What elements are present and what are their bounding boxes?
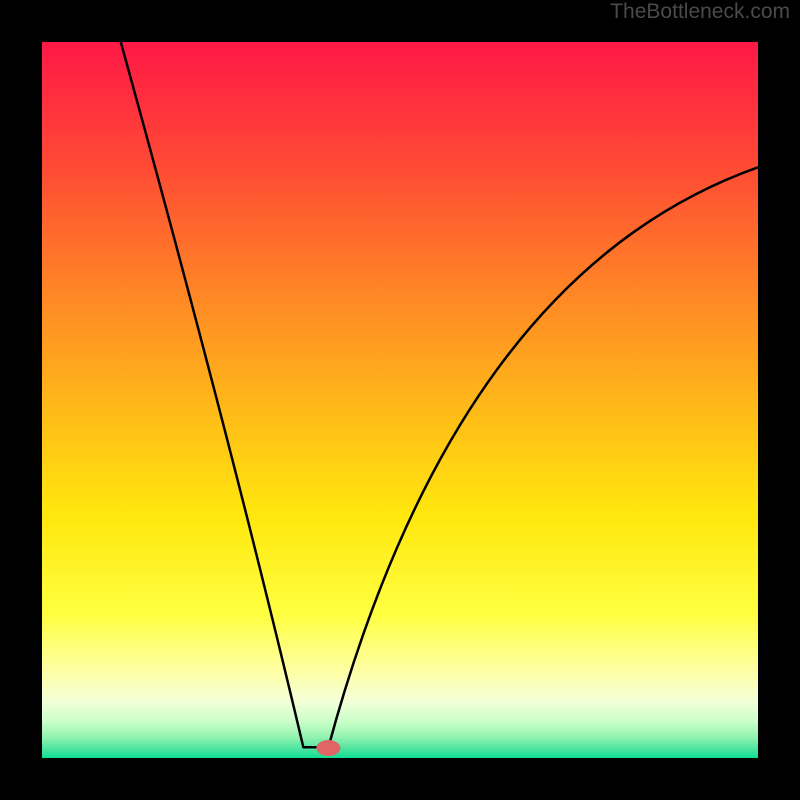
attribution-watermark: TheBottleneck.com: [610, 0, 790, 23]
bottleneck-chart: [0, 0, 800, 800]
apex-marker: [316, 740, 340, 756]
